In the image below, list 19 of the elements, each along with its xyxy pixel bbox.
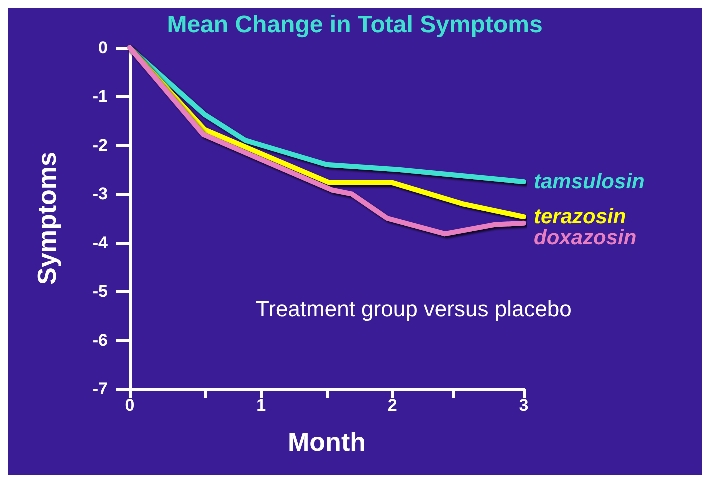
y-tick-label: -4 [92, 233, 109, 252]
y-tick-label: -1 [92, 87, 108, 106]
x-tick-label: 3 [519, 396, 529, 415]
series-label: doxazosin [534, 226, 637, 250]
chart-title: Mean Change in Total Symptoms [167, 12, 543, 38]
y-tick-label: -3 [92, 184, 108, 204]
x-axis-title: Month [288, 427, 366, 457]
series-label: terazosin [534, 206, 626, 229]
y-tick-label: -7 [92, 380, 108, 398]
series-label: tamsulosin [534, 170, 645, 194]
annotation: Treatment group versus placebo [256, 296, 572, 322]
x-tick-label: 1 [256, 396, 266, 415]
y-tick-label: -2 [92, 136, 108, 155]
y-tick-label: -6 [92, 330, 108, 350]
y-tick-label: -5 [92, 282, 108, 302]
y-tick-label: 0 [98, 38, 108, 58]
x-tick-label: 2 [388, 396, 398, 415]
x-tick-label: 0 [125, 396, 135, 415]
y-axis-title: Symptoms [32, 152, 62, 285]
